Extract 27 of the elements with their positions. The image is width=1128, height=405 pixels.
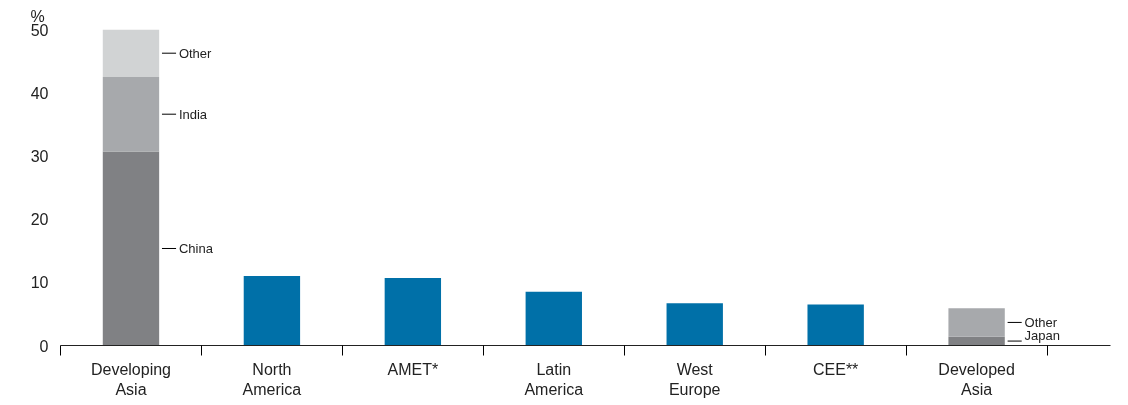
bar — [948, 336, 1005, 346]
bar — [384, 277, 442, 346]
y-tick-label: 20 — [30, 211, 49, 229]
annotation: Japan — [1024, 327, 1060, 343]
y-tick-label: 40 — [30, 84, 49, 102]
x-tick-label: Developed Asia — [938, 360, 1015, 398]
annotation: Other — [1024, 314, 1058, 330]
annotation: China — [178, 240, 214, 256]
bar — [807, 304, 864, 346]
bar — [666, 303, 723, 346]
bar — [525, 291, 582, 346]
x-tick-label: AMET* — [387, 360, 439, 378]
x-tick-label: Developing Asia — [90, 360, 171, 398]
y-tick-label: 30 — [30, 147, 49, 165]
x-tick-label: Latin America — [524, 360, 584, 398]
bar — [102, 151, 160, 346]
y-tick-label: 0 — [39, 337, 49, 355]
x-tick-label: North America — [242, 360, 302, 398]
bar — [948, 308, 1005, 337]
x-tick-label: CEE** — [812, 360, 859, 378]
bar — [102, 29, 160, 77]
y-tick-label: 10 — [30, 274, 49, 292]
bar — [243, 275, 301, 346]
annotation: India — [178, 106, 208, 122]
bar — [102, 76, 160, 152]
x-tick-label: West Europe — [668, 360, 721, 398]
annotation: Other — [178, 45, 213, 61]
